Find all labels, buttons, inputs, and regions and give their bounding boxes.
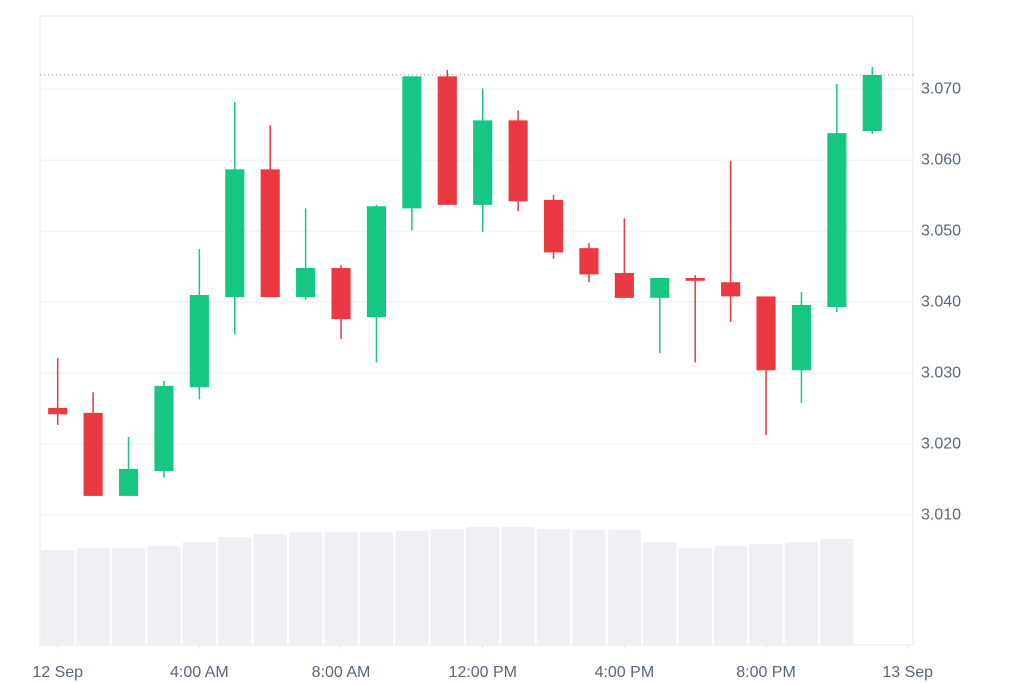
volume-bar: [678, 548, 712, 645]
volume-bar: [572, 530, 606, 645]
candle-body: [579, 248, 599, 275]
candle-body: [614, 272, 634, 298]
candle-body: [473, 120, 493, 205]
volume-bar: [607, 530, 642, 645]
y-tick-label: 3.040: [921, 293, 961, 310]
y-tick-label: 3.060: [921, 151, 961, 168]
volume-bar: [820, 539, 854, 645]
x-tick-label: 12 Sep: [32, 664, 83, 681]
y-tick-label: 3.070: [921, 80, 961, 97]
volume-bar: [359, 532, 394, 645]
volume-bar: [465, 527, 500, 645]
volume-bar: [430, 529, 464, 645]
candle-body: [118, 468, 139, 496]
volume-bar: [395, 531, 429, 645]
y-tick-label: 3.050: [921, 222, 961, 239]
volume-bar: [501, 527, 535, 645]
candle-body: [296, 268, 316, 298]
candle-body: [791, 304, 812, 371]
volume-bar: [76, 548, 110, 645]
x-tick-label: 12:00 PM: [448, 664, 516, 681]
y-tick-label: 3.030: [921, 364, 961, 381]
volume-bar: [536, 529, 571, 645]
candle-body: [827, 133, 847, 308]
candle-body: [225, 169, 245, 298]
volume-bar: [253, 534, 287, 645]
x-tick-label: 13 Sep: [882, 664, 933, 681]
candle-body: [366, 206, 387, 318]
volume-bar: [784, 542, 819, 645]
volume-bar: [147, 546, 181, 645]
candle-body: [154, 385, 174, 472]
volume-bar: [713, 546, 748, 645]
x-tick-label: 4:00 AM: [170, 664, 229, 681]
candle-body: [331, 268, 351, 320]
candle-body: [189, 295, 209, 388]
x-tick-label: 8:00 AM: [312, 664, 371, 681]
x-tick-label: 4:00 PM: [595, 664, 655, 681]
volume-bar: [288, 532, 323, 645]
candle-body: [437, 76, 457, 205]
candle-body: [650, 277, 670, 298]
candle-body: [402, 76, 422, 209]
y-tick-label: 3.020: [921, 435, 961, 452]
candle-body: [83, 412, 103, 496]
candle-body: [721, 282, 741, 297]
candle-body: [862, 74, 882, 132]
candle-body: [508, 120, 528, 202]
volume-bar: [41, 550, 75, 645]
candle-body: [260, 169, 280, 298]
candle-body: [543, 199, 564, 253]
volume-bar: [643, 542, 677, 645]
volume-bar: [182, 542, 217, 645]
volume-bar: [749, 544, 783, 645]
volume-bar: [218, 537, 252, 645]
candle-body: [685, 277, 705, 281]
volume-bar: [324, 532, 358, 645]
y-tick-label: 3.010: [921, 506, 961, 523]
x-tick-label: 8:00 PM: [736, 664, 796, 681]
volume-bar: [111, 548, 146, 645]
candle-body: [48, 407, 68, 415]
candle-body: [756, 296, 776, 371]
